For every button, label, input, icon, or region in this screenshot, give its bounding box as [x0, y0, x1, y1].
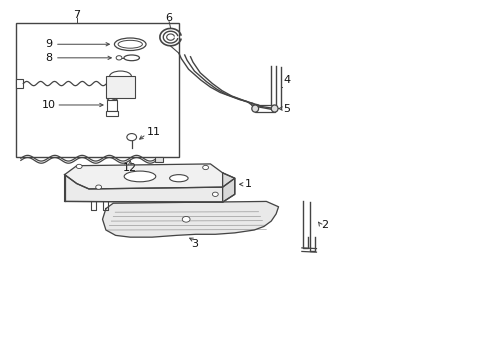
- Ellipse shape: [118, 40, 142, 48]
- Circle shape: [182, 216, 190, 222]
- Circle shape: [116, 56, 122, 60]
- Text: 2: 2: [321, 220, 328, 230]
- Text: 8: 8: [45, 53, 53, 63]
- Text: 5: 5: [283, 104, 290, 113]
- Text: 4: 4: [283, 75, 290, 85]
- Bar: [16, 79, 23, 88]
- Bar: [107, 100, 117, 111]
- Ellipse shape: [114, 38, 146, 50]
- Ellipse shape: [124, 171, 156, 182]
- Ellipse shape: [251, 105, 258, 112]
- Bar: [106, 111, 118, 116]
- Ellipse shape: [271, 105, 278, 112]
- Text: 6: 6: [165, 13, 172, 23]
- Text: 3: 3: [191, 239, 198, 249]
- Text: 10: 10: [42, 100, 56, 110]
- Text: 9: 9: [45, 39, 53, 49]
- Polygon shape: [64, 175, 234, 202]
- Bar: [255, 105, 274, 112]
- Circle shape: [96, 185, 102, 189]
- Circle shape: [76, 164, 82, 168]
- Text: 7: 7: [73, 10, 80, 19]
- Polygon shape: [102, 202, 278, 237]
- Ellipse shape: [123, 55, 139, 61]
- Ellipse shape: [169, 175, 188, 182]
- Polygon shape: [222, 173, 234, 202]
- Polygon shape: [64, 164, 234, 189]
- Text: 11: 11: [147, 127, 161, 137]
- Bar: [154, 157, 163, 162]
- Bar: [106, 76, 135, 98]
- Circle shape: [202, 165, 208, 170]
- Circle shape: [126, 134, 136, 141]
- Text: 1: 1: [244, 179, 251, 189]
- Bar: [16, 23, 179, 157]
- Text: 12: 12: [123, 163, 137, 173]
- Circle shape: [212, 192, 218, 197]
